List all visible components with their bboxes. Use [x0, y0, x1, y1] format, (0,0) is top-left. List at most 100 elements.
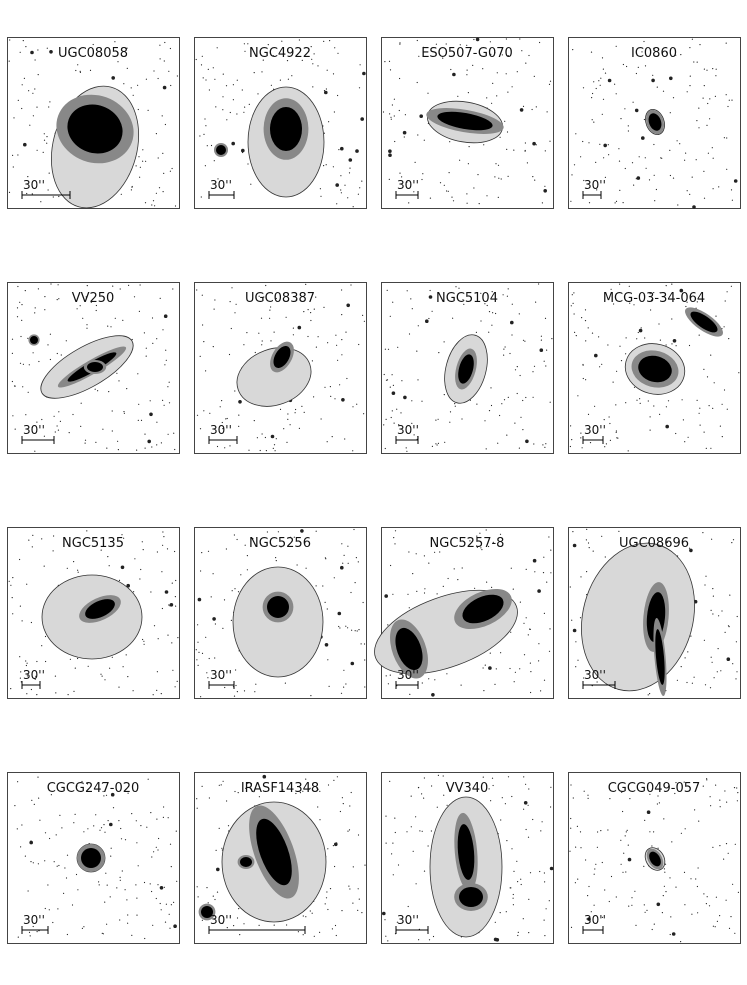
star — [238, 425, 240, 427]
star — [154, 205, 156, 207]
star — [726, 137, 728, 139]
star — [214, 657, 216, 659]
galaxy-core — [649, 851, 661, 867]
star — [434, 679, 436, 681]
star — [439, 182, 442, 184]
star — [675, 782, 677, 784]
star — [511, 86, 513, 88]
star — [731, 542, 733, 544]
star — [203, 341, 205, 343]
star — [604, 176, 606, 178]
star — [425, 319, 429, 323]
star — [162, 816, 164, 818]
star — [224, 447, 226, 449]
scale-label: 30'' — [210, 668, 232, 682]
star — [513, 681, 515, 683]
star — [696, 399, 698, 401]
star — [175, 605, 177, 607]
star — [229, 111, 231, 114]
star — [684, 159, 686, 161]
star — [287, 418, 289, 420]
star — [580, 437, 582, 439]
star — [394, 817, 396, 819]
star — [197, 664, 199, 666]
star — [405, 447, 407, 449]
star — [53, 415, 55, 417]
star — [423, 592, 426, 594]
star — [723, 389, 726, 391]
star — [313, 935, 315, 937]
star — [680, 941, 682, 943]
star — [389, 315, 391, 317]
star — [359, 187, 361, 189]
star — [258, 796, 260, 798]
star — [352, 206, 354, 208]
star — [43, 565, 45, 567]
star — [719, 425, 721, 427]
star — [83, 831, 85, 833]
star — [132, 94, 134, 96]
star — [532, 176, 534, 178]
star — [98, 881, 100, 883]
star — [625, 871, 627, 873]
star — [347, 197, 349, 199]
star — [110, 792, 115, 797]
star — [162, 152, 164, 154]
star — [737, 891, 739, 893]
star — [56, 865, 58, 867]
star — [663, 818, 665, 820]
star — [545, 443, 547, 445]
star — [161, 607, 163, 610]
star — [163, 536, 165, 538]
star — [147, 109, 149, 111]
star — [607, 829, 609, 831]
star — [336, 344, 338, 346]
star — [595, 161, 597, 163]
star — [708, 905, 711, 907]
star — [302, 790, 304, 792]
star — [525, 439, 529, 444]
star — [622, 202, 624, 204]
star — [12, 415, 14, 417]
star — [162, 329, 164, 331]
star — [628, 905, 630, 907]
star — [248, 103, 250, 105]
star — [214, 623, 216, 625]
star — [689, 47, 691, 49]
star — [324, 557, 326, 559]
star — [52, 550, 54, 552]
star — [386, 289, 388, 291]
star — [167, 433, 169, 435]
star — [27, 391, 29, 393]
star — [719, 799, 721, 801]
star — [388, 60, 391, 62]
star — [95, 814, 97, 816]
star — [63, 892, 65, 894]
star — [289, 424, 291, 426]
star — [506, 131, 509, 133]
star — [647, 400, 649, 402]
star — [200, 570, 202, 572]
star — [169, 927, 171, 929]
star — [600, 77, 602, 79]
star — [549, 401, 551, 403]
star — [480, 547, 482, 549]
star — [519, 38, 521, 40]
star — [394, 543, 396, 545]
star — [334, 924, 337, 927]
star — [283, 428, 285, 430]
star — [44, 832, 47, 834]
star — [86, 783, 89, 785]
scale-label: 30'' — [397, 178, 419, 192]
star — [234, 790, 236, 793]
star — [634, 108, 639, 113]
star — [431, 445, 433, 447]
star — [533, 75, 535, 77]
star — [529, 628, 531, 630]
star — [232, 84, 234, 86]
star — [605, 443, 607, 445]
star — [488, 666, 492, 670]
star — [345, 625, 347, 627]
